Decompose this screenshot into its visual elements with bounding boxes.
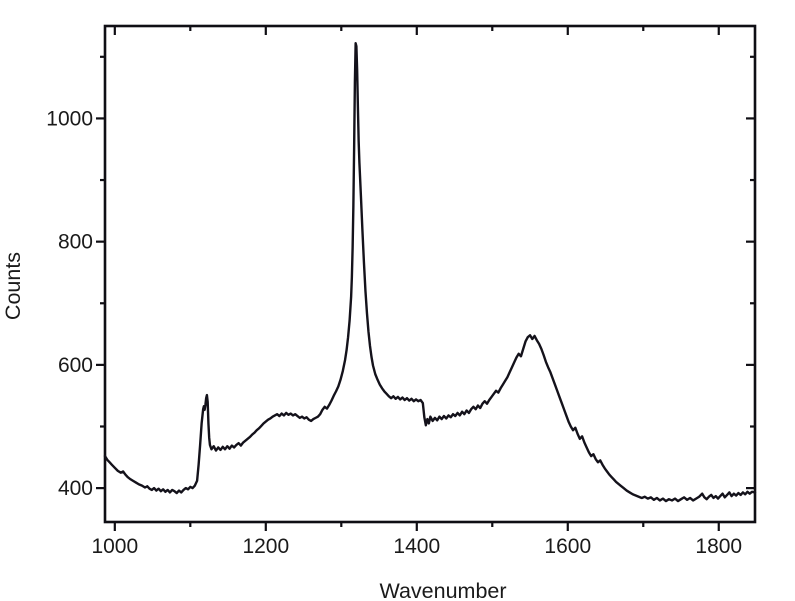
y-tick-label: 800: [58, 231, 93, 254]
y-tick-label: 400: [58, 477, 93, 500]
x-tick-label: 1400: [393, 535, 440, 558]
x-tick-label: 1200: [242, 535, 289, 558]
x-tick-label: 1000: [91, 535, 138, 558]
x-axis-title: Wavenumber: [379, 579, 506, 601]
x-tick-label: 1600: [544, 535, 591, 558]
spectrum-data-line: [103, 42, 757, 503]
y-axis-title: Counts: [1, 252, 25, 320]
x-tick-label: 1800: [695, 535, 742, 558]
plot-frame: [103, 24, 757, 524]
y-tick-label: 1000: [46, 107, 93, 130]
y-tick-label: 600: [58, 354, 93, 377]
